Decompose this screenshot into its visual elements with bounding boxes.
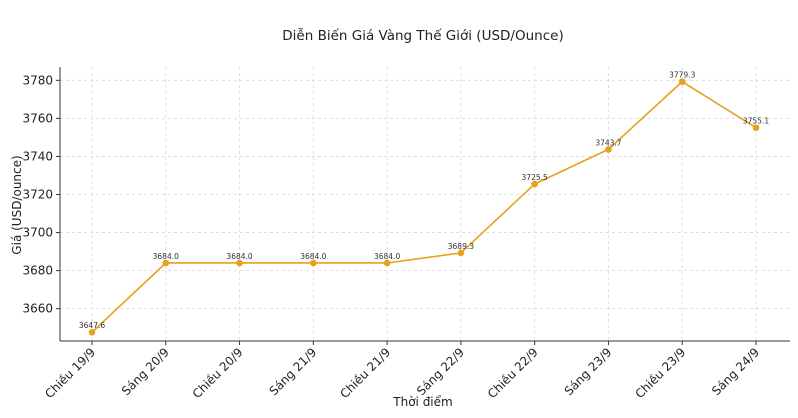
x-tick-label-6: Chiều 22/9: [485, 345, 541, 401]
y-axis-title: Giá (USD/ounce): [10, 155, 24, 254]
x-tick-label-7: Sáng 23/9: [562, 345, 615, 398]
data-labels: 3647.6 3684.0 3684.0 3684.0 3684.0 3689.3 3725…: [79, 71, 769, 331]
data-point-4: [383, 259, 391, 267]
data-point-1: [162, 259, 170, 267]
x-tick-label-4: Chiều 21/9: [337, 345, 393, 401]
x-tick-label-8: Chiều 23/9: [632, 345, 688, 401]
data-point-9: [752, 124, 760, 131]
data-point-7: [605, 146, 612, 153]
x-tick-label-3: Sáng 21/9: [266, 345, 319, 398]
data-point-2: [236, 259, 243, 267]
data-label-0: 3647.6: [79, 321, 105, 330]
grid: [60, 67, 790, 341]
data-label-6: 3725.5: [522, 173, 548, 182]
x-axis-title: Thời điểm: [392, 395, 452, 409]
data-point-0: [88, 328, 96, 336]
data-label-4: 3684.0: [374, 252, 400, 261]
y-tick-label-3: 3720: [22, 187, 53, 201]
y-tick-label-1: 3680: [22, 264, 53, 278]
data-label-1: 3684.0: [153, 252, 179, 261]
y-tick-label-0: 3660: [22, 302, 53, 316]
data-label-3: 3684.0: [300, 252, 326, 261]
x-tick-label-1: Sáng 20/9: [119, 345, 172, 398]
x-tick-label-9: Sáng 24/9: [709, 345, 762, 398]
y-tick-label-5: 3760: [22, 111, 53, 125]
series-line: [91, 80, 757, 333]
data-label-9: 3755.1: [743, 117, 769, 126]
data-point-3: [310, 259, 317, 267]
data-label-8: 3779.3: [669, 71, 695, 80]
data-label-2: 3684.0: [226, 252, 252, 261]
data-point-5: [457, 249, 465, 257]
y-tick-label-4: 3740: [22, 149, 53, 163]
x-tick-label-0: Chiều 19/9: [42, 345, 98, 401]
y-tick-label-6: 3780: [22, 73, 53, 87]
data-point-8: [678, 78, 686, 85]
axes: 3660 3680 3700 3720 3740 3760 3780 Chiều 19/9 Sá…: [22, 67, 790, 401]
x-tick-label-5: Sáng 22/9: [414, 345, 467, 398]
data-label-7: 3743.7: [595, 138, 621, 147]
data-point-6: [531, 180, 538, 188]
chart-title: Diễn Biến Giá Vàng Thế Giới (USD/Ounce): [282, 27, 563, 44]
data-label-5: 3689.3: [448, 242, 474, 251]
x-tick-label-2: Chiều 20/9: [190, 345, 246, 401]
series-gold-price: [88, 78, 760, 336]
y-tick-label-2: 3700: [22, 226, 53, 240]
